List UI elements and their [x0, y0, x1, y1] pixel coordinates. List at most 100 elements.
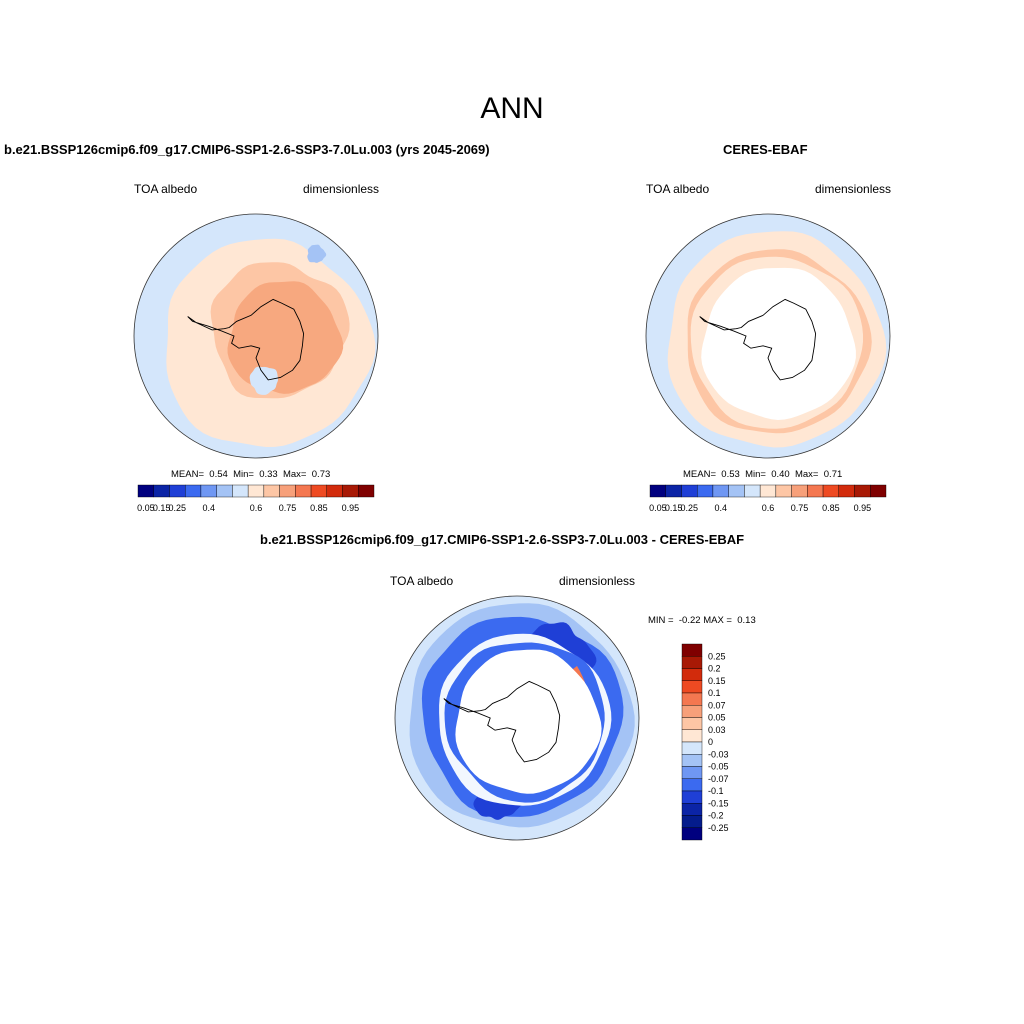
- panel2-interior: [701, 267, 856, 420]
- panel1-colorbar-swatch-12: [326, 484, 343, 498]
- panel3-colorbar-tick-8: -0.03: [708, 749, 729, 759]
- panel1-colorbar-tick-1: 0.15: [153, 503, 171, 513]
- panel1-colorbar-swatch-6: [232, 484, 249, 498]
- panel2-title: CERES-EBAF: [723, 142, 808, 157]
- panel2-globe-border: [645, 213, 891, 459]
- panel3-colorbar-tick-4: 0.07: [708, 700, 726, 710]
- panel2-colorbar-swatch-1: [665, 484, 682, 498]
- panel1-colorbar-swatch-4: [200, 484, 217, 498]
- panel2-colorbar-tick-4: 0.6: [762, 503, 775, 513]
- panel3-colorbar-tick-14: -0.25: [708, 823, 729, 833]
- panel2-colorbar-swatch-14: [870, 484, 887, 498]
- panel1-colorbar-swatch-2: [169, 484, 186, 498]
- panel2-max-value: 0.71: [823, 469, 843, 480]
- panel2-colorbar-swatch-13: [854, 484, 871, 498]
- panel2-colorbar-tick-7: 0.95: [854, 503, 872, 513]
- panel3-colorbar-swatch-6: [681, 717, 703, 730]
- panel1-colorbar-swatch-13: [342, 484, 359, 498]
- panel2-map: [646, 214, 890, 458]
- panel1-mean-label: MEAN=: [171, 469, 204, 480]
- panel3-min-value: -0.22: [678, 615, 701, 626]
- panel1-mean-value: 0.54: [209, 469, 228, 480]
- panel3-title: b.e21.BSSP126cmip6.f09_g17.CMIP6-SSP1-2.…: [260, 532, 745, 547]
- panel3-min-label: MIN =: [648, 615, 674, 626]
- panel3-colorbar-tick-9: -0.05: [708, 762, 729, 772]
- panel3-colorbar-swatch-13: [681, 803, 703, 816]
- panel3-colorbar-swatch-8: [681, 741, 703, 755]
- panel3-colorbar-swatch-9: [681, 754, 703, 767]
- panel3-colorbar-tick-6: 0.03: [708, 725, 726, 735]
- panel3-colorbar-tick-1: 0.2: [708, 664, 721, 674]
- panel1-colorbar-swatch-3: [184, 484, 202, 498]
- panel2-colorbar-swatch-2: [681, 484, 698, 498]
- panel2-colorbar-tick-6: 0.85: [822, 503, 840, 513]
- panel1-blue-patch: [307, 244, 327, 263]
- panel3-colorbar-tick-12: -0.15: [708, 798, 729, 808]
- panel1-colorbar-tick-3: 0.4: [203, 503, 216, 513]
- panel3-colorbar-tick-11: -0.1: [708, 786, 724, 796]
- panel2-colorbar-tick-5: 0.75: [791, 503, 809, 513]
- panel3-right-label: dimensionless: [559, 574, 636, 588]
- panel2-colorbar-swatch-12: [838, 484, 855, 498]
- panel1-colorbar-swatch-10: [295, 484, 312, 498]
- panel1-colorbar-swatch-5: [216, 484, 233, 498]
- panel3-max-label: MAX =: [703, 615, 732, 626]
- panel3-colorbar-tick-2: 0.15: [708, 676, 726, 686]
- panel2-colorbar-tick-3: 0.4: [715, 503, 728, 513]
- panel3-interior: [455, 649, 602, 794]
- panel2-colorbar-swatch-7: [759, 484, 777, 498]
- panel1-colorbar-swatch-14: [358, 484, 375, 498]
- panel2-right-label: dimensionless: [815, 182, 892, 196]
- panel3-colorbar-tick-0: 0.25: [708, 651, 726, 661]
- panel3-colorbar-swatch-5: [681, 705, 703, 718]
- panel3-colorbar-tick-13: -0.2: [708, 811, 724, 821]
- panel2-min-value: 0.40: [771, 469, 790, 480]
- panel3-colorbar-tick-10: -0.07: [708, 774, 729, 784]
- panel1-colorbar-swatch-0: [137, 484, 154, 498]
- panel3-colorbar-swatch-0: [681, 643, 703, 657]
- panel1-colorbar-swatch-7: [247, 484, 265, 498]
- panel2-colorbar-swatch-5: [728, 484, 745, 498]
- panel3-left-label: TOA albedo: [390, 574, 454, 588]
- panel2-colorbar-swatch-6: [744, 484, 761, 498]
- panel2-colorbar-swatch-0: [649, 484, 666, 498]
- panel1-left-label: TOA albedo: [134, 182, 198, 196]
- main-title: ANN: [480, 92, 544, 125]
- panel1-right-label: dimensionless: [303, 182, 380, 196]
- panel2-colorbar-tick-2: 0.25: [681, 503, 699, 513]
- panel1-stats: MEAN= 0.54 Min= 0.33 Max= 0.73: [171, 469, 330, 480]
- panel3-colorbar-swatch-14: [681, 815, 703, 828]
- panel1-min-value: 0.33: [259, 469, 278, 480]
- panel2-mean-label: MEAN=: [683, 469, 716, 480]
- panel3-colorbar-tick-3: 0.1: [708, 688, 721, 698]
- panel2-colorbar-swatch-8: [775, 484, 792, 498]
- panel2-coastline: [699, 298, 817, 381]
- panel3-map: [395, 596, 639, 840]
- panel2-stats: MEAN= 0.53 Min= 0.40 Max= 0.71: [683, 469, 842, 480]
- panel2-colorbar-tick-1: 0.15: [665, 503, 683, 513]
- panel1-title: b.e21.BSSP126cmip6.f09_g17.CMIP6-SSP1-2.…: [4, 142, 490, 157]
- panel1-colorbar-swatch-1: [153, 484, 170, 498]
- panel3-coastline: [443, 680, 561, 763]
- panel2-colorbar-swatch-9: [791, 484, 808, 498]
- panel1-colorbar-tick-4: 0.6: [250, 503, 263, 513]
- panel3-colorbar-swatch-10: [681, 766, 703, 779]
- panel1-min-label: Min=: [233, 469, 254, 480]
- panel3-globe-border: [394, 595, 640, 841]
- panel3-colorbar-swatch-4: [681, 692, 703, 706]
- panel1-colorbar-tick-2: 0.25: [169, 503, 187, 513]
- panel3-colorbar-swatch-3: [681, 680, 703, 694]
- panel3-colorbar-swatch-12: [681, 790, 703, 804]
- panel3-colorbar-swatch-11: [681, 778, 703, 792]
- panel1-max-label: Max=: [282, 469, 307, 480]
- panel2-colorbar-swatch-10: [807, 484, 824, 498]
- panel1-max-value: 0.73: [311, 469, 331, 480]
- panel3-max-value: 0.13: [737, 615, 756, 626]
- panel2-left-label: TOA albedo: [646, 182, 710, 196]
- panel1-colorbar-swatch-9: [279, 484, 296, 498]
- panel2-colorbar-swatch-3: [697, 484, 714, 498]
- panel1-ross-patch: [249, 366, 279, 395]
- panel2-mean-value: 0.53: [721, 469, 740, 480]
- panel2-colorbar-swatch-11: [822, 484, 840, 498]
